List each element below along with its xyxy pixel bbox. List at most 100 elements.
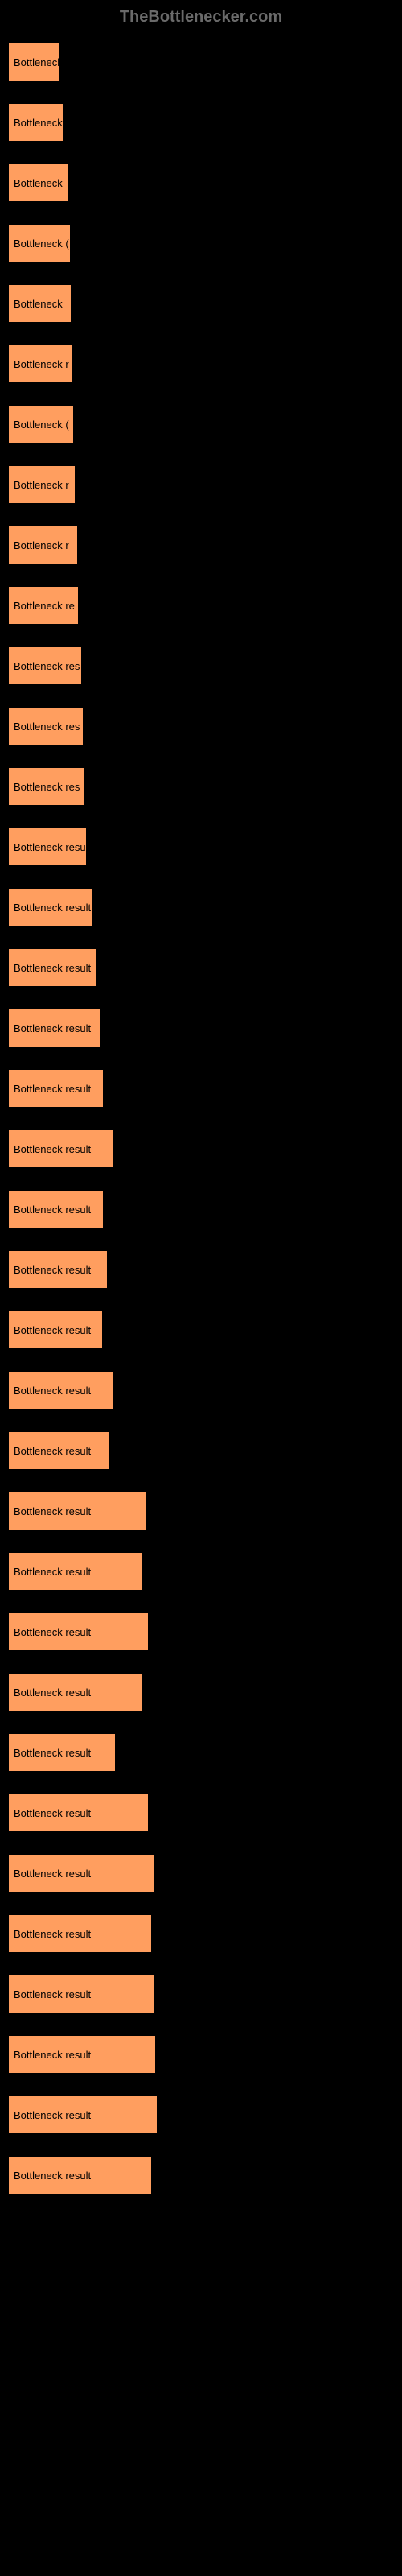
bar-fill: Bottleneck xyxy=(8,103,64,142)
bar-row: Bottleneck result 52.3 xyxy=(8,1975,394,2013)
bar-fill: Bottleneck res xyxy=(8,707,84,745)
bar-track: Bottleneck result48 xyxy=(8,1552,289,1591)
bar-track: Bottleneck xyxy=(8,284,289,323)
bar-track: Bottleneck result xyxy=(8,948,289,987)
bar-value-label: 48 xyxy=(143,1686,161,1699)
bar-label: Bottleneck result xyxy=(14,1505,91,1517)
bar-label: Bottleneck result xyxy=(14,1264,91,1276)
bar-row: Bottleneck result48 xyxy=(8,1552,394,1591)
bar-row: Bottleneck xyxy=(8,43,394,81)
bar-track: Bottleneck result xyxy=(8,1733,289,1772)
bar-label: Bottleneck result xyxy=(14,962,91,974)
bar-row: Bottleneck result xyxy=(8,1250,394,1289)
bar-track: Bottleneck result 49 xyxy=(8,1492,289,1530)
bar-row: Bottleneck xyxy=(8,284,394,323)
bar-track: Bottleneck res xyxy=(8,767,289,806)
bar-fill: Bottleneck result xyxy=(8,2095,158,2134)
bar-track: Bottleneck result xyxy=(8,1009,289,1047)
bar-label: Bottleneck result xyxy=(14,1686,91,1699)
bar-fill: Bottleneck result xyxy=(8,1673,143,1711)
bar-fill: Bottleneck r xyxy=(8,526,78,564)
bar-track: Bottleneck r xyxy=(8,526,289,564)
bar-row: Bottleneck result xyxy=(8,948,394,987)
bar-row: Bottleneck result50 xyxy=(8,1794,394,1832)
bar-value-label: 529 xyxy=(154,1868,178,1880)
bar-fill: Bottleneck result xyxy=(8,1190,104,1228)
bar-track: Bottleneck result xyxy=(8,1190,289,1228)
bar-label: Bottleneck res xyxy=(14,720,80,733)
bar-fill: Bottleneck result xyxy=(8,1854,154,1893)
bar-fill: Bottleneck resu xyxy=(8,828,87,866)
bar-row: Bottleneck result 529 xyxy=(8,1854,394,1893)
bar-fill: Bottleneck result xyxy=(8,1492,146,1530)
bar-row: Bottleneck res xyxy=(8,646,394,685)
bar-value-label: 50 xyxy=(149,1626,166,1638)
bar-row: Bottleneck result xyxy=(8,1069,394,1108)
bar-fill: Bottleneck res xyxy=(8,646,82,685)
bar-label: Bottleneck r xyxy=(14,358,69,370)
bar-track: Bottleneck resu xyxy=(8,828,289,866)
bar-row: Bottleneck ( xyxy=(8,224,394,262)
bar-fill: Bottleneck result xyxy=(8,1975,155,2013)
bar-fill: Bottleneck re xyxy=(8,586,79,625)
bar-fill: Bottleneck result xyxy=(8,1733,116,1772)
bar-fill: Bottleneck result xyxy=(8,1129,113,1168)
bar-row: Bottleneck res xyxy=(8,767,394,806)
bar-fill: Bottleneck result xyxy=(8,1914,152,1953)
bar-row: Bottleneck result xyxy=(8,1371,394,1410)
bar-fill: Bottleneck ( xyxy=(8,224,71,262)
bar-value-label: 50 xyxy=(149,1807,166,1819)
bar-fill: Bottleneck result xyxy=(8,1552,143,1591)
bar-label: Bottleneck result xyxy=(14,1928,91,1940)
bar-row: Bottleneck xyxy=(8,163,394,202)
bar-label: Bottleneck result xyxy=(14,1868,91,1880)
bar-fill: Bottleneck result xyxy=(8,1794,149,1832)
bar-label: Bottleneck xyxy=(14,298,63,310)
bar-label: Bottleneck result xyxy=(14,1988,91,2000)
bar-row: Bottleneck result 49 xyxy=(8,1492,394,1530)
bar-row: Bottleneck result51. xyxy=(8,2156,394,2194)
bar-label: Bottleneck re xyxy=(14,600,75,612)
bar-track: Bottleneck result xyxy=(8,1250,289,1289)
bar-track: Bottleneck xyxy=(8,103,289,142)
bar-value-label: 53.2 xyxy=(158,2109,184,2121)
bar-track: Bottleneck re xyxy=(8,586,289,625)
bar-label: Bottleneck result xyxy=(14,1445,91,1457)
bar-fill: Bottleneck result xyxy=(8,1250,108,1289)
bar-fill: Bottleneck xyxy=(8,43,60,81)
bar-label: Bottleneck result xyxy=(14,1022,91,1034)
bar-label: Bottleneck result xyxy=(14,1083,91,1095)
bar-label: Bottleneck ( xyxy=(14,237,69,250)
bar-value-label: 52.3 xyxy=(155,1988,182,2000)
bar-label: Bottleneck result xyxy=(14,1747,91,1759)
bar-row: Bottleneck result53.2 xyxy=(8,2095,394,2134)
bar-row: Bottleneck result xyxy=(8,1009,394,1047)
bar-track: Bottleneck result xyxy=(8,1129,289,1168)
bar-fill: Bottleneck xyxy=(8,284,72,323)
bar-label: Bottleneck result xyxy=(14,1626,91,1638)
bar-label: Bottleneck r xyxy=(14,479,69,491)
bar-fill: Bottleneck xyxy=(8,163,68,202)
bar-row: Bottleneck result xyxy=(8,1311,394,1349)
bar-fill: Bottleneck r xyxy=(8,465,76,504)
bar-fill: Bottleneck result xyxy=(8,1311,103,1349)
bar-row: Bottleneck res xyxy=(8,707,394,745)
bar-row: Bottleneck result xyxy=(8,1733,394,1772)
bar-row: Bottleneck result xyxy=(8,1129,394,1168)
bar-row: Bottleneck result xyxy=(8,1431,394,1470)
bar-label: Bottleneck xyxy=(14,177,63,189)
bar-label: Bottleneck res xyxy=(14,781,80,793)
bar-fill: Bottleneck res xyxy=(8,767,85,806)
bar-fill: Bottleneck result xyxy=(8,1069,104,1108)
bar-value-label: 52.6 xyxy=(156,2049,183,2061)
bottleneck-chart: Bottleneck Bottleneck Bottleneck Bottleneck… xyxy=(8,43,394,2194)
bar-fill: Bottleneck result xyxy=(8,1371,114,1410)
bar-fill: Bottleneck result xyxy=(8,948,97,987)
bar-track: Bottleneck res xyxy=(8,707,289,745)
bar-track: Bottleneck res xyxy=(8,646,289,685)
bar-label: Bottleneck result xyxy=(14,1143,91,1155)
bar-value-label: 48 xyxy=(143,1566,161,1578)
bar-value-label: 51. xyxy=(152,2169,173,2182)
bar-label: Bottleneck result xyxy=(14,1385,91,1397)
bar-value-label: 49 xyxy=(146,1505,164,1517)
